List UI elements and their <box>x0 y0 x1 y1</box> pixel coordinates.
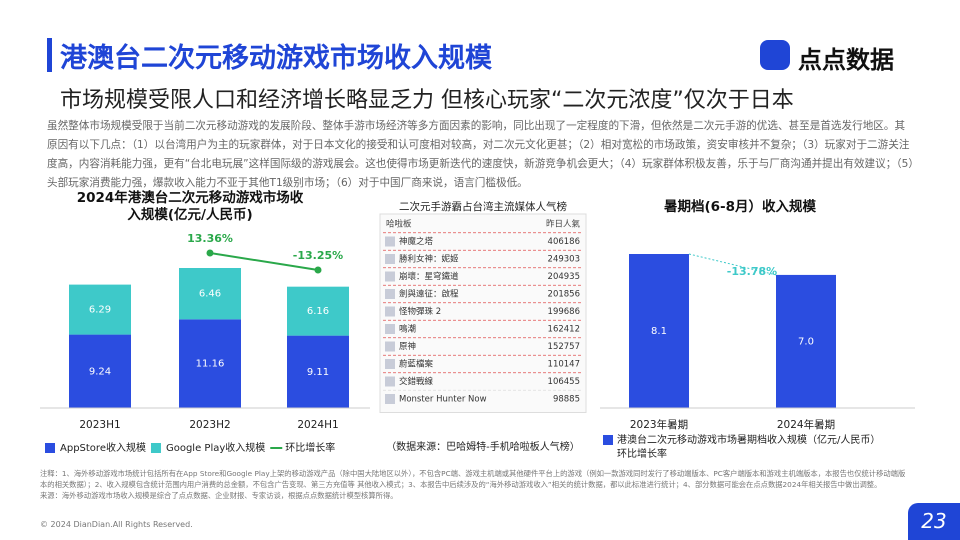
popularity: 110147 <box>548 360 580 370</box>
value-label: 8.1 <box>651 326 667 337</box>
table-header: 昨日人氣 <box>546 219 581 230</box>
bar <box>287 286 349 336</box>
game-icon <box>385 341 395 352</box>
game-icon <box>385 394 395 404</box>
change-line <box>688 253 777 276</box>
game-name: 勝利女神：妮姬 <box>399 254 459 265</box>
popularity: 199686 <box>548 307 580 317</box>
legend-label: 环比增长率 <box>285 441 335 454</box>
value-label: 9.11 <box>307 367 329 378</box>
x-tick-label: 2023H1 <box>79 419 120 431</box>
table-source: （数据来源：巴哈姆特-手机哈啦板人气榜） <box>386 440 580 453</box>
game-icon <box>385 359 395 369</box>
game-name: 劍與遠征：啟程 <box>399 289 459 300</box>
bar <box>179 319 241 408</box>
bar <box>629 254 689 408</box>
growth-point <box>206 249 214 257</box>
popularity: 201856 <box>548 290 580 300</box>
bar <box>69 284 131 335</box>
game-icon <box>385 254 395 264</box>
growth-point <box>314 266 322 274</box>
legend-label: Google Play收入规模 <box>166 441 265 454</box>
game-name: 蔚藍檔案 <box>399 359 434 370</box>
game-icon <box>385 324 395 334</box>
bar <box>776 274 836 408</box>
chart-title: 2024年港澳台二次元移动游戏市场收入规模(亿元/人民币) <box>76 190 304 223</box>
game-icon <box>385 289 395 299</box>
legend-label: AppStore收入规模 <box>60 441 146 454</box>
growth-line <box>209 251 319 272</box>
popularity: 98885 <box>553 395 580 405</box>
popularity: 162412 <box>548 325 580 335</box>
game-name: 神魔之塔 <box>399 236 434 247</box>
logo-icon <box>760 40 790 70</box>
popularity: 249303 <box>548 255 580 265</box>
copyright: © 2024 DianDian.All Rights Reserved. <box>40 520 193 529</box>
table-frame <box>379 213 587 413</box>
game-name: 原神 <box>399 341 416 352</box>
game-name: Monster Hunter Now <box>399 395 487 405</box>
note: 来源：海外移动游戏市场收入规模是综合了点点数据、企业财报、专家访谈，根据点点数据… <box>40 491 398 500</box>
game-name: 崩壞：星穹鐵道 <box>399 271 459 282</box>
x-tick-label: 2023H2 <box>189 419 230 431</box>
popularity: 406186 <box>548 237 580 247</box>
value-label: 7.0 <box>798 336 814 347</box>
popularity: 152757 <box>548 342 580 352</box>
legend-swatch <box>603 435 613 445</box>
notes: 注释：1、海外移动游戏市场统计包括所有在App Store和Google Pla… <box>40 468 910 501</box>
value-label: 9.24 <box>89 366 111 377</box>
title: 港澳台二次元移动游戏市场收入规模 <box>60 43 492 74</box>
logo-text: 点点数据 <box>798 46 894 74</box>
chart-title: 暑期档(6-8月）收入规模 <box>664 198 817 215</box>
title-accent <box>47 38 52 72</box>
table-header: 哈啦板 <box>386 219 412 230</box>
bar <box>179 268 241 320</box>
intro-text: 虽然整体市场规模受限于当前二次元移动游戏的发展阶段、整体手游市场经济等多方面因素… <box>47 120 914 189</box>
legend-label: 港澳台二次元移动游戏市场暑期档收入规模（亿元/人民币） <box>617 433 880 446</box>
popularity: 204935 <box>548 272 580 282</box>
game-name: 鳴潮 <box>399 324 416 335</box>
value-label: 6.29 <box>89 305 111 316</box>
game-icon <box>385 306 395 317</box>
bar <box>287 335 349 408</box>
change-label: -13.78% <box>727 265 777 278</box>
popularity: 106455 <box>548 377 580 387</box>
game-icon <box>385 236 395 247</box>
table-title: 二次元手游霸占台湾主流媒体人气榜 <box>399 200 567 213</box>
x-tick-label: 2023年暑期 <box>630 418 688 431</box>
legend-swatch <box>150 443 161 453</box>
value-label: 11.16 <box>196 359 225 370</box>
note: 注释：1、海外移动游戏市场统计包括所有在App Store和Google Pla… <box>40 469 906 489</box>
value-label: 6.16 <box>307 306 329 317</box>
page-number: 23 <box>908 503 960 540</box>
x-tick-label: 2024年暑期 <box>777 418 835 431</box>
growth-label: -13.25% <box>293 249 343 262</box>
game-name: 交錯戰線 <box>399 376 434 387</box>
x-tick-label: 2024H1 <box>297 419 338 431</box>
legend-label: 环比增长率 <box>617 447 667 460</box>
legend-swatch <box>45 443 55 453</box>
growth-label: 13.36% <box>187 232 233 245</box>
game-icon <box>385 271 395 282</box>
value-label: 6.46 <box>199 289 221 300</box>
subtitle: 市场规模受限人口和经济增长略显乏力 但核心玩家“二次元浓度”仅次于日本 <box>60 88 794 113</box>
game-name: 怪物彈珠 2 <box>399 306 441 317</box>
bar <box>69 334 131 408</box>
game-icon <box>385 376 395 387</box>
